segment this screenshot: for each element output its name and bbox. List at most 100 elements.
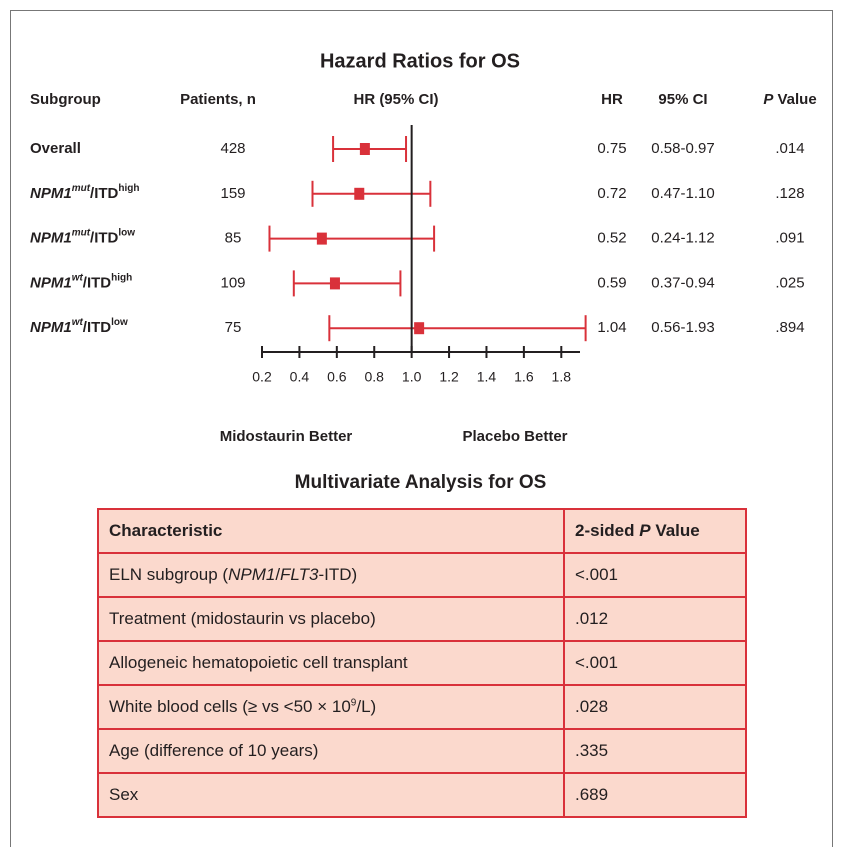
label: 0.72 (597, 185, 626, 202)
table-row: Allogeneic hematopoietic cell transplant… (97, 640, 747, 686)
text-segment: NPM1 (228, 565, 276, 584)
text-segment: mut (72, 228, 91, 239)
text-segment: Sex (109, 785, 139, 804)
label: 1.04 (597, 319, 626, 336)
table-cell: .689 (563, 772, 747, 818)
table-cell: Characteristic (97, 508, 565, 554)
table-cell: <.001 (563, 640, 747, 686)
text-segment: Value (650, 521, 700, 540)
text-segment: wt (72, 273, 84, 284)
text-segment: NPM1 (30, 230, 72, 247)
text-segment: .012 (575, 609, 609, 628)
label: 428 (220, 140, 245, 157)
text-segment: Age (difference of 10 years) (109, 741, 319, 760)
text-segment: Value (773, 91, 816, 108)
label: NPM1wt/ITDlow (30, 317, 128, 336)
label: NPM1mut/ITDlow (30, 228, 135, 247)
table-cell: .335 (563, 728, 747, 774)
text-segment: White blood cells (≥ vs <50 × 10 (109, 697, 351, 716)
label: NPM1mut/ITDhigh (30, 183, 139, 202)
hr-point (316, 232, 327, 245)
x-tick-label: 1.2 (439, 369, 459, 385)
label: 85 (225, 230, 242, 247)
text-segment: / (275, 565, 281, 584)
label: Midostaurin Better (220, 428, 353, 445)
table-cell: .028 (563, 684, 747, 730)
table-row: Age (difference of 10 years) .335 (97, 728, 747, 774)
text-segment: NPM1 (30, 274, 72, 291)
text-segment: 2-sided (575, 521, 640, 540)
chart-title: Hazard Ratios for OS (320, 50, 520, 72)
text-segment: /ITD (90, 185, 118, 202)
label: 159 (220, 185, 245, 202)
table-row: ELN subgroup (NPM1/FLT3-ITD) <.001 (97, 552, 747, 598)
label: .091 (775, 230, 804, 247)
x-tick-label: 0.2 (252, 369, 272, 385)
label: 0.59 (597, 274, 626, 291)
x-tick-label: 1.4 (477, 369, 497, 385)
text-segment: /ITD (90, 230, 118, 247)
text-segment: NPM1 (30, 319, 72, 336)
table-cell: 2-sided P Value (563, 508, 747, 554)
multivariate-table: Characteristic 2-sided P Value ELN subgrou… (97, 508, 747, 818)
table-row: Sex .689 (97, 772, 747, 818)
label: NPM1wt/ITDhigh (30, 273, 132, 292)
text-segment: Overall (30, 140, 81, 157)
table-title: Multivariate Analysis for OS (294, 472, 547, 493)
table-cell: <.001 (563, 552, 747, 598)
table-cell: ELN subgroup (NPM1/FLT3-ITD) (97, 552, 565, 598)
label: 0.56-1.93 (651, 319, 714, 336)
label: Patients, n (180, 91, 256, 108)
text-segment: high (111, 273, 132, 284)
frame (10, 10, 833, 847)
x-tick-label: 1.8 (552, 369, 572, 385)
x-tick-label: 0.4 (290, 369, 310, 385)
label: P Value (763, 91, 816, 108)
text-segment: low (118, 228, 135, 239)
x-tick-label: 0.6 (327, 369, 347, 385)
text-segment: /ITD (83, 319, 111, 336)
text-segment: wt (72, 317, 84, 328)
hr-point (414, 322, 425, 335)
text-segment: <.001 (575, 653, 619, 672)
label: 0.24-1.12 (651, 230, 714, 247)
table-cell: White blood cells (≥ vs <50 × 109/L) (97, 684, 565, 730)
table-row: Characteristic 2-sided P Value (97, 508, 747, 554)
label: HR (601, 91, 623, 108)
text-segment: FLT3 (280, 565, 319, 584)
table-row: White blood cells (≥ vs <50 × 109/L) .028 (97, 684, 747, 730)
text-segment: P (763, 91, 774, 108)
label: 0.47-1.10 (651, 185, 714, 202)
label: HR (95% CI) (353, 91, 438, 108)
label: .025 (775, 274, 804, 291)
text-segment: Allogeneic hematopoietic cell transplant (109, 653, 408, 672)
hr-point (359, 143, 370, 155)
label: Subgroup (30, 91, 101, 108)
label: Overall (30, 140, 81, 157)
text-segment: Characteristic (109, 521, 223, 540)
text-segment: .335 (575, 741, 609, 760)
x-tick-label: 1.0 (402, 369, 422, 385)
x-tick-label: 1.6 (514, 369, 534, 385)
text-segment: mut (72, 183, 91, 194)
label: 109 (220, 274, 245, 291)
label: 0.75 (597, 140, 626, 157)
text-segment: low (111, 317, 128, 328)
text-segment: NPM1 (30, 185, 72, 202)
table-row: Treatment (midostaurin vs placebo) .012 (97, 596, 747, 642)
label: 0.37-0.94 (651, 274, 714, 291)
text-segment: P (639, 521, 651, 540)
table-cell: Age (difference of 10 years) (97, 728, 565, 774)
label: .894 (775, 319, 804, 336)
text-segment: /ITD (83, 274, 111, 291)
text-segment: .028 (575, 697, 609, 716)
label: 0.58-0.97 (651, 140, 714, 157)
label: 0.52 (597, 230, 626, 247)
table-cell: Allogeneic hematopoietic cell transplant (97, 640, 565, 686)
table-cell: .012 (563, 596, 747, 642)
text-segment: /L) (356, 697, 377, 716)
label: .014 (775, 140, 804, 157)
label: .128 (775, 185, 804, 202)
